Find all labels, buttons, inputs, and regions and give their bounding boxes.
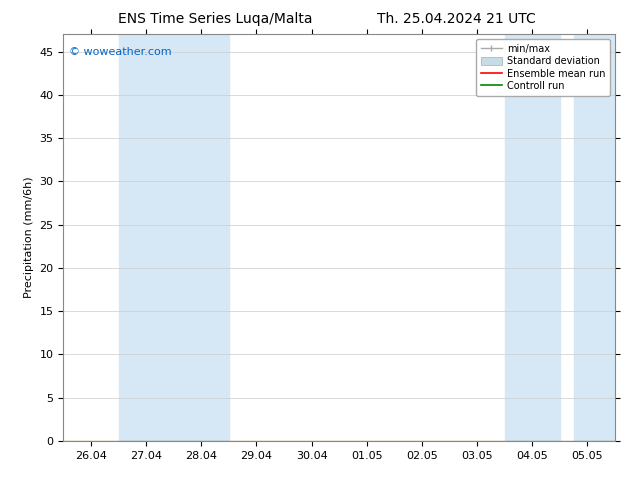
Y-axis label: Precipitation (mm/6h): Precipitation (mm/6h) (24, 177, 34, 298)
Bar (574, 34, 615, 441)
Text: © woweather.com: © woweather.com (69, 47, 172, 56)
Bar (119, 34, 229, 441)
Text: ENS Time Series Luqa/Malta: ENS Time Series Luqa/Malta (119, 12, 313, 26)
Text: Th. 25.04.2024 21 UTC: Th. 25.04.2024 21 UTC (377, 12, 536, 26)
Bar (505, 34, 560, 441)
Legend: min/max, Standard deviation, Ensemble mean run, Controll run: min/max, Standard deviation, Ensemble me… (476, 39, 610, 96)
